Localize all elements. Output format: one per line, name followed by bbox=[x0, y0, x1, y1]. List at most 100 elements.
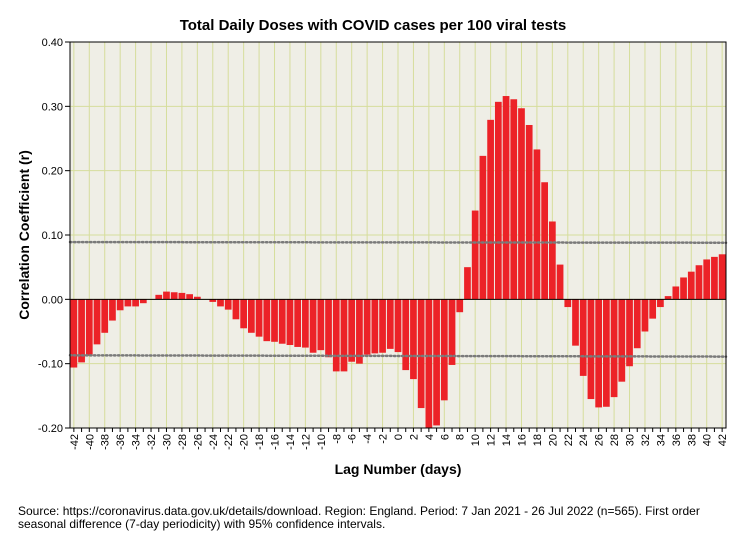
bar-lag-8 bbox=[456, 299, 464, 313]
y-tick-label: 0.10 bbox=[42, 230, 63, 242]
bar-lag-14 bbox=[502, 96, 510, 300]
bar-lag-29 bbox=[618, 299, 626, 382]
bar-lag--4 bbox=[363, 299, 371, 355]
bar-lag-12 bbox=[487, 119, 494, 300]
bar-lag--39 bbox=[93, 299, 101, 345]
x-tick-label: 0 bbox=[393, 434, 405, 440]
bar-lag-11 bbox=[479, 155, 487, 300]
x-tick-label: -4 bbox=[362, 434, 374, 444]
bar-lag-41 bbox=[711, 256, 718, 300]
bar-lag-25 bbox=[587, 299, 595, 400]
bar-lag-7 bbox=[448, 299, 456, 365]
bar-lag-15 bbox=[510, 99, 518, 300]
x-tick-label: -14 bbox=[285, 434, 297, 450]
bar-lag--40 bbox=[85, 299, 93, 356]
bar-lag--14 bbox=[286, 299, 294, 346]
x-tick-label: 26 bbox=[594, 434, 606, 446]
confidence-intervals bbox=[68, 240, 728, 358]
y-axis: -0.20 -0.10 0.00 0.10 0.20 0.30 0.40 bbox=[38, 37, 70, 435]
bar-lag-26 bbox=[595, 299, 603, 408]
bar-lag-33 bbox=[649, 299, 657, 319]
source-note: Source: https://coronavirus.data.gov.uk/… bbox=[18, 504, 700, 531]
bar-lag--10 bbox=[317, 299, 325, 351]
bar-lag--28 bbox=[178, 292, 186, 300]
bar-lag-21 bbox=[556, 264, 564, 300]
bar-lag-42 bbox=[718, 254, 726, 300]
x-tick-label: 12 bbox=[486, 434, 498, 446]
x-tick-label: -12 bbox=[300, 434, 312, 450]
x-tick-label: -16 bbox=[270, 434, 282, 450]
bar-lag--31 bbox=[155, 294, 163, 300]
x-tick-label: 32 bbox=[640, 434, 652, 446]
bar-lag-0 bbox=[394, 299, 402, 353]
x-tick-label: 14 bbox=[501, 434, 513, 446]
bar-lag-39 bbox=[695, 265, 703, 300]
bar-lag-3 bbox=[417, 299, 425, 409]
bar-lag--8 bbox=[332, 299, 340, 372]
bar-lag-32 bbox=[641, 299, 649, 332]
bar-lag-36 bbox=[672, 286, 680, 300]
bar-lag-16 bbox=[518, 108, 525, 300]
chart-title: Total Daily Doses with COVID cases per 1… bbox=[180, 17, 567, 34]
bar-lag--27 bbox=[186, 294, 193, 300]
bar-lag--2 bbox=[379, 299, 386, 353]
bar-lag--42 bbox=[70, 299, 78, 368]
x-tick-label: 42 bbox=[717, 434, 729, 446]
bar-lag-5 bbox=[433, 299, 440, 426]
bar-lag--17 bbox=[263, 299, 271, 342]
bar-lag-9 bbox=[464, 267, 471, 300]
bar-lag-17 bbox=[525, 124, 533, 300]
x-tick-label: 38 bbox=[686, 434, 698, 446]
bar-lag--35 bbox=[124, 299, 132, 307]
bar-lag-30 bbox=[626, 299, 633, 367]
y-axis-label: Correlation Coefficient (r) bbox=[16, 150, 32, 320]
x-tick-label: -40 bbox=[84, 434, 96, 450]
x-tick-label: 18 bbox=[532, 434, 544, 446]
x-tick-label: 8 bbox=[455, 434, 467, 440]
x-tick-label: 22 bbox=[563, 434, 575, 446]
bar-lag--21 bbox=[232, 299, 240, 320]
x-tick-label: -2 bbox=[378, 434, 390, 444]
x-tick-label: 28 bbox=[609, 434, 621, 446]
bar-lag--7 bbox=[340, 299, 348, 372]
x-tick-label: -38 bbox=[100, 434, 112, 450]
x-tick-label: 30 bbox=[625, 434, 637, 446]
bar-lag-35 bbox=[664, 296, 672, 300]
bar-lag--6 bbox=[348, 299, 356, 362]
bar-lag-34 bbox=[657, 299, 664, 308]
bar-lag-4 bbox=[425, 299, 433, 428]
x-tick-label: 2 bbox=[408, 434, 420, 440]
bar-lag-38 bbox=[687, 271, 695, 300]
bar-lag--15 bbox=[278, 299, 286, 344]
bars bbox=[70, 96, 726, 428]
x-tick-label: 6 bbox=[439, 434, 451, 440]
y-tick-label: -0.20 bbox=[38, 423, 63, 435]
x-tick-label: -36 bbox=[115, 434, 127, 450]
x-tick-label: 4 bbox=[424, 434, 436, 440]
y-tick-label: 0.30 bbox=[42, 101, 63, 113]
x-tick-label: -8 bbox=[331, 434, 343, 444]
x-tick-label: -24 bbox=[208, 434, 220, 450]
bar-lag-22 bbox=[564, 299, 572, 308]
bar-lag-24 bbox=[579, 299, 587, 376]
x-tick-label: -34 bbox=[131, 434, 143, 450]
bar-lag--33 bbox=[139, 299, 147, 304]
bar-lag-28 bbox=[610, 299, 618, 398]
x-tick-label: -30 bbox=[161, 434, 173, 450]
bar-lag-27 bbox=[603, 299, 610, 407]
bar-lag-1 bbox=[402, 299, 410, 371]
x-tick-label: -10 bbox=[316, 434, 328, 450]
bar-lag-13 bbox=[494, 101, 502, 300]
x-tick-label: 40 bbox=[702, 434, 714, 446]
bar-lag--1 bbox=[386, 299, 394, 349]
bar-lag-23 bbox=[572, 299, 579, 346]
bar-lag--34 bbox=[132, 299, 139, 307]
bar-lag-6 bbox=[440, 299, 448, 401]
x-tick-label: -28 bbox=[177, 434, 189, 450]
bar-lag--19 bbox=[248, 299, 255, 333]
x-tick-label: -42 bbox=[69, 434, 81, 450]
x-tick-label: 36 bbox=[671, 434, 683, 446]
correlogram-chart: Total Daily Doses with COVID cases per 1… bbox=[16, 17, 729, 477]
bar-lag--20 bbox=[240, 299, 248, 329]
bar-lag--18 bbox=[255, 299, 263, 337]
